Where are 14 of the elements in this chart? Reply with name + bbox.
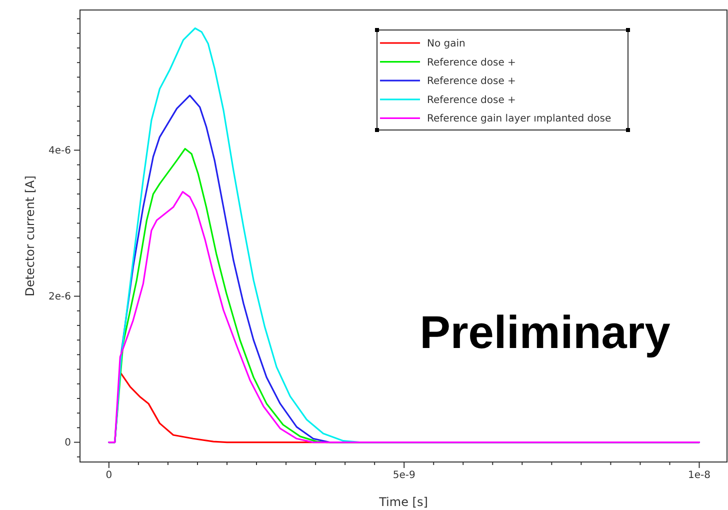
legend-label: No gain <box>427 38 466 50</box>
legend-label: Reference gain layer ımplanted dose <box>427 114 612 125</box>
legend-label: Reference dose + <box>427 94 516 106</box>
y-tick-label: 0 <box>64 437 71 448</box>
x-tick-label: 1e-8 <box>688 470 711 482</box>
annotation: Preliminary <box>420 306 671 358</box>
y-axis-title: Detector current [A] <box>23 176 37 296</box>
x-axis-title: Time [s] <box>378 495 428 509</box>
y-tick-label: 4e-6 <box>48 145 71 156</box>
x-tick-label: 5e-9 <box>392 470 416 482</box>
x-tick-label: 0 <box>106 470 112 482</box>
legend-label: Reference dose + <box>427 57 516 68</box>
y-tick-label: 2e-6 <box>48 291 71 302</box>
legend-label: Reference dose + <box>427 76 516 88</box>
